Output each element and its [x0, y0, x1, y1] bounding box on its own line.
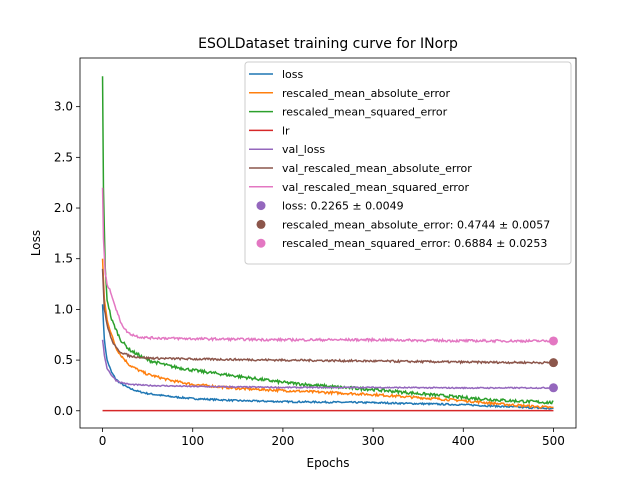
series-val-rescaled-mean-squared-error: [101, 187, 554, 344]
y-axis-label: Loss: [29, 230, 43, 256]
marker-point-1: [548, 383, 558, 393]
legend-label-loss: loss: [282, 68, 304, 81]
legend-marker-label-1: loss: 0.2265 ± 0.0049: [282, 200, 404, 213]
series-rescaled-mean-absolute-error: [101, 258, 554, 409]
x-tick-label-100: 100: [181, 434, 204, 448]
legend-label-lr: lr: [282, 124, 290, 137]
y-tick-label-4: 2.0: [54, 201, 73, 215]
y-axis-ticks: 0.0 0.5 1.0 1.5 2.0 2.5 3.0: [54, 100, 80, 418]
marker-point-2: [548, 358, 558, 368]
x-tick-label-0: 0: [99, 434, 107, 448]
legend-marker-label-2: rescaled_mean_absolute_error: 0.4744 ± 0…: [282, 218, 550, 231]
x-axis-label: Epochs: [307, 456, 350, 470]
legend-marker-label-3: rescaled_mean_squared_error: 0.6884 ± 0.…: [282, 237, 547, 250]
series-val-loss: [101, 339, 554, 390]
x-tick-label-400: 400: [452, 434, 475, 448]
legend-marker-1: [256, 201, 266, 211]
y-tick-label-0: 0.0: [54, 404, 73, 418]
y-tick-label-2: 1.0: [54, 302, 73, 316]
legend-label-rescaled-mean-squared-error: rescaled_mean_squared_error: [282, 106, 448, 119]
y-tick-label-6: 3.0: [54, 100, 73, 114]
y-tick-label-1: 0.5: [54, 353, 73, 367]
y-tick-label-5: 2.5: [54, 150, 73, 164]
y-tick-label-3: 1.5: [54, 252, 73, 266]
legend-label-val-rescaled-mean-absolute-error: val_rescaled_mean_absolute_error: [282, 162, 472, 175]
legend-frame: [244, 61, 572, 265]
x-tick-label-500: 500: [542, 434, 565, 448]
series-loss: [101, 304, 554, 410]
series-layer: [101, 76, 554, 412]
legend-label-val-rescaled-mean-squared-error: val_rescaled_mean_squared_error: [282, 181, 469, 194]
marker-layer: [548, 336, 558, 393]
x-tick-label-200: 200: [271, 434, 294, 448]
legend-marker-2: [256, 219, 266, 229]
legend-marker-3: [256, 238, 266, 248]
legend-label-val-loss: val_loss: [282, 143, 325, 156]
legend: loss rescaled_mean_absolute_error rescaled…: [244, 61, 572, 265]
series-val-rescaled-mean-absolute-error: [101, 268, 554, 365]
x-tick-label-300: 300: [362, 434, 385, 448]
chart-title: ESOLDataset training curve for INorp: [198, 36, 458, 52]
legend-label-rescaled-mean-absolute-error: rescaled_mean_absolute_error: [282, 87, 450, 100]
x-axis-ticks: 0 100 200 300 400 500: [99, 428, 565, 448]
marker-point-3: [548, 336, 558, 346]
